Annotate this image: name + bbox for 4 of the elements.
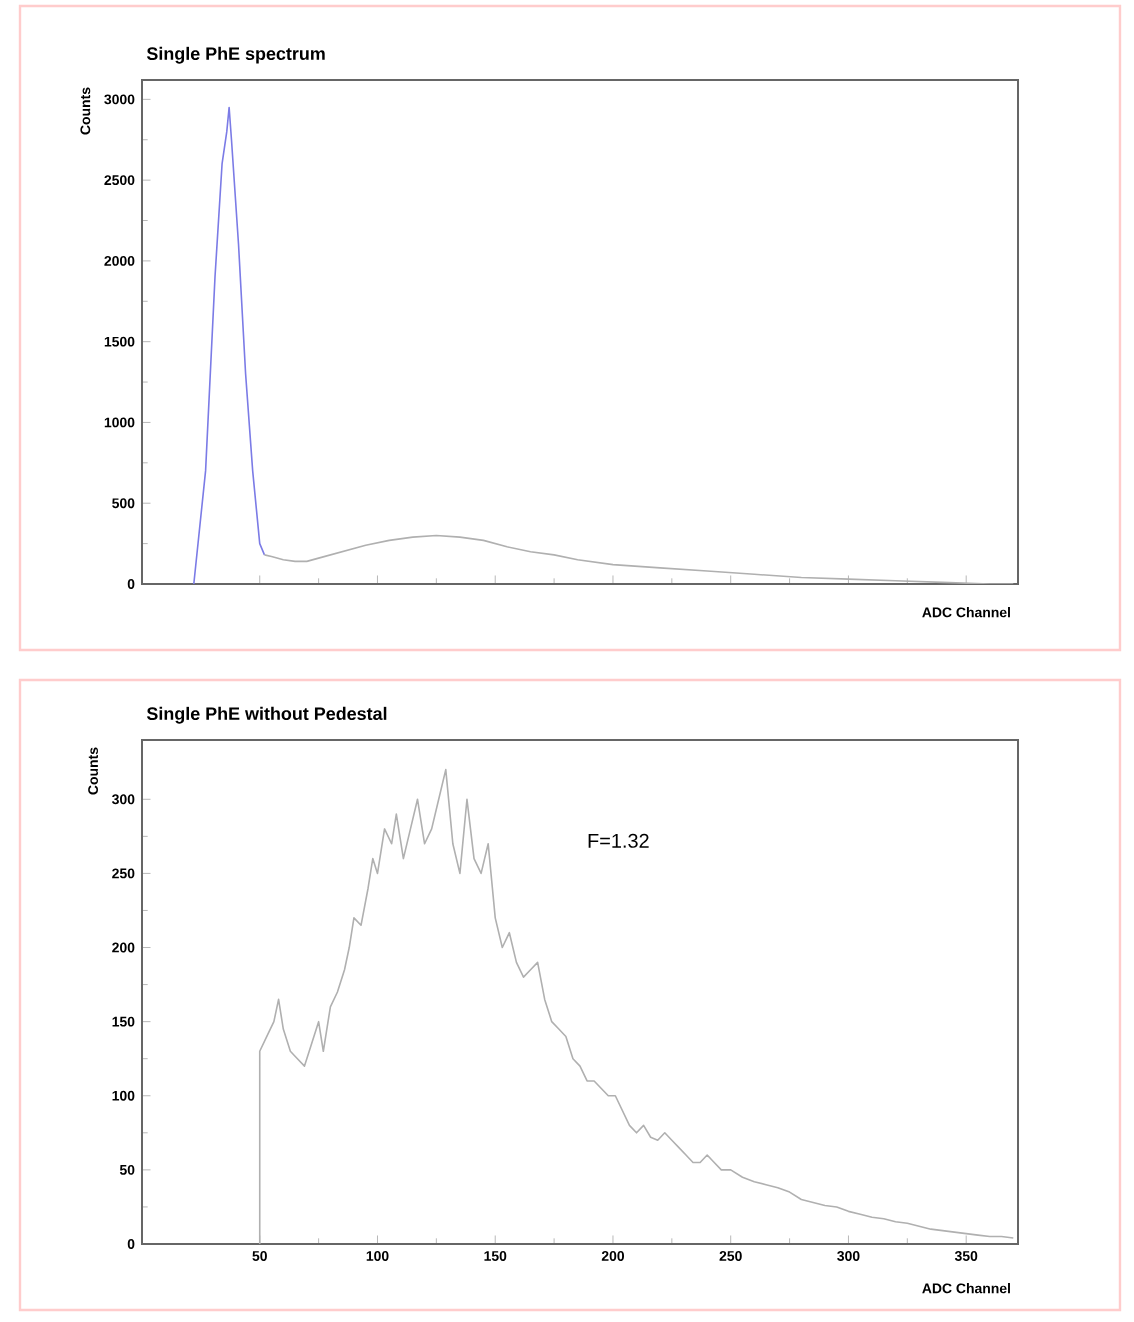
chart-title: Single PhE spectrum [146,46,325,64]
annotation: F=1.32 [588,833,649,848]
line-series [193,106,266,584]
chart-title: Single PhE without Pedestal [146,706,387,724]
